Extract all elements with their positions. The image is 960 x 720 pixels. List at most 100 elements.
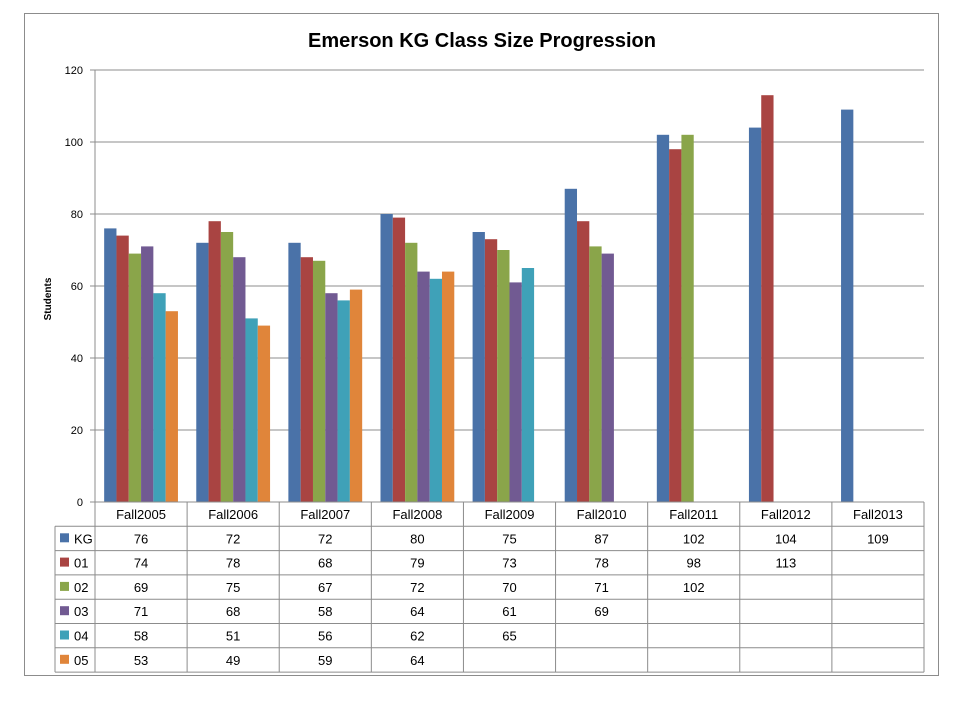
- data-label: 104: [775, 531, 797, 546]
- category-label: Fall2007: [300, 507, 350, 522]
- bar-03-Fall2008: [417, 271, 430, 502]
- data-label: 71: [594, 580, 608, 595]
- bar-05-Fall2005: [165, 311, 178, 502]
- series-name: 04: [74, 629, 88, 644]
- y-tick-label: 60: [71, 281, 83, 293]
- bar-04-Fall2009: [521, 268, 535, 502]
- bar-02-Fall2011: [681, 134, 694, 503]
- data-label: 64: [410, 653, 424, 668]
- bar-01-Fall2006: [208, 221, 221, 502]
- bar-05-Fall2008: [441, 271, 455, 502]
- bar-KG-Fall2009: [472, 232, 485, 502]
- y-ticks: 0 20 40 60 80 100 120: [65, 65, 83, 509]
- data-label: 76: [134, 531, 148, 546]
- bar-01-Fall2008: [392, 217, 406, 502]
- bar-05-Fall2007: [349, 289, 363, 502]
- category-label: Fall2012: [761, 507, 811, 522]
- bar-02-Fall2006: [220, 232, 234, 502]
- bar-KG-Fall2008: [380, 214, 393, 502]
- y-tick-label: 0: [77, 497, 83, 509]
- data-label: 58: [318, 604, 332, 619]
- data-label: 51: [226, 629, 240, 644]
- bar-KG-Fall2007: [288, 242, 301, 503]
- data-label: 53: [134, 653, 148, 668]
- bar-02-Fall2008: [405, 242, 418, 503]
- data-label: 113: [775, 556, 796, 571]
- data-label: 68: [318, 556, 332, 571]
- data-label: 75: [502, 531, 516, 546]
- bar-04-Fall2007: [337, 300, 350, 502]
- chart-title: Emerson KG Class Size Progression: [308, 30, 656, 52]
- y-tick-label: 20: [71, 425, 83, 437]
- data-label: 64: [410, 604, 424, 619]
- bar-KG-Fall2010: [564, 188, 578, 503]
- bar-01-Fall2005: [116, 235, 129, 502]
- bar-03-Fall2005: [141, 246, 154, 502]
- bar-03-Fall2006: [233, 257, 246, 502]
- data-label: 87: [594, 531, 608, 546]
- bar-KG-Fall2006: [196, 242, 209, 503]
- data-label: 67: [318, 580, 332, 595]
- data-label: 61: [502, 604, 516, 619]
- legend-swatch-05: [60, 654, 69, 664]
- data-label: 70: [502, 580, 516, 595]
- y-tick-label: 100: [65, 137, 83, 149]
- bars: [104, 95, 854, 503]
- bar-01-Fall2011: [669, 149, 682, 502]
- bar-KG-Fall2005: [104, 228, 117, 502]
- data-label: 73: [502, 556, 516, 571]
- bar-01-Fall2010: [577, 221, 590, 502]
- data-label: 79: [410, 556, 424, 571]
- data-label: 78: [594, 556, 608, 571]
- data-label: 56: [318, 629, 332, 644]
- category-label: Fall2010: [577, 507, 627, 522]
- bar-01-Fall2007: [300, 257, 313, 502]
- category-label: Fall2011: [669, 507, 718, 522]
- data-label: 72: [226, 531, 240, 546]
- bar-02-Fall2009: [497, 250, 510, 502]
- bar-KG-Fall2012: [748, 127, 762, 502]
- y-tick-label: 120: [65, 65, 83, 77]
- y-axis-label: Students: [43, 277, 54, 320]
- series-name: 03: [74, 604, 88, 619]
- bar-01-Fall2009: [484, 239, 498, 502]
- category-label: Fall2005: [116, 507, 166, 522]
- legend-swatch-02: [60, 581, 69, 591]
- bar-04-Fall2008: [429, 278, 442, 502]
- data-label: 65: [502, 629, 516, 644]
- data-label: 62: [410, 629, 424, 644]
- category-label: Fall2013: [853, 507, 903, 522]
- bar-02-Fall2007: [312, 260, 326, 502]
- data-label: 98: [686, 556, 700, 571]
- bar-03-Fall2007: [325, 293, 338, 502]
- data-label: 58: [134, 629, 148, 644]
- series-name: 01: [74, 556, 88, 571]
- y-tick-label: 80: [71, 209, 83, 221]
- legend-swatch-03: [60, 606, 69, 616]
- chart-frame: Emerson KG Class Size Progression Studen…: [24, 13, 939, 676]
- series-name: 05: [74, 653, 88, 668]
- bar-04-Fall2005: [153, 293, 166, 502]
- y-tick-label: 40: [71, 353, 83, 365]
- legend-swatch-KG: [60, 533, 69, 543]
- data-label: 102: [683, 580, 705, 595]
- data-label: 69: [134, 580, 148, 595]
- data-label: 59: [318, 653, 332, 668]
- bar-02-Fall2005: [128, 253, 142, 502]
- series-name: KG: [74, 531, 93, 546]
- data-label: 102: [683, 531, 705, 546]
- legend-swatch-01: [60, 557, 69, 567]
- bar-03-Fall2010: [601, 253, 614, 502]
- chart-svg: Emerson KG Class Size Progression Studen…: [43, 30, 925, 673]
- bar-05-Fall2006: [257, 325, 271, 502]
- data-label: 68: [226, 604, 240, 619]
- legend-swatch-04: [60, 630, 69, 640]
- bar-02-Fall2010: [589, 246, 602, 502]
- data-table: Fall2005 Fall2006 Fall2007 Fall2008 Fall2009…: [54, 501, 925, 673]
- data-label: 80: [410, 531, 424, 546]
- category-label: Fall2009: [485, 507, 535, 522]
- bar-04-Fall2006: [245, 318, 258, 502]
- series-name: 02: [74, 580, 88, 595]
- bar-03-Fall2009: [509, 282, 522, 502]
- data-label: 109: [867, 531, 889, 546]
